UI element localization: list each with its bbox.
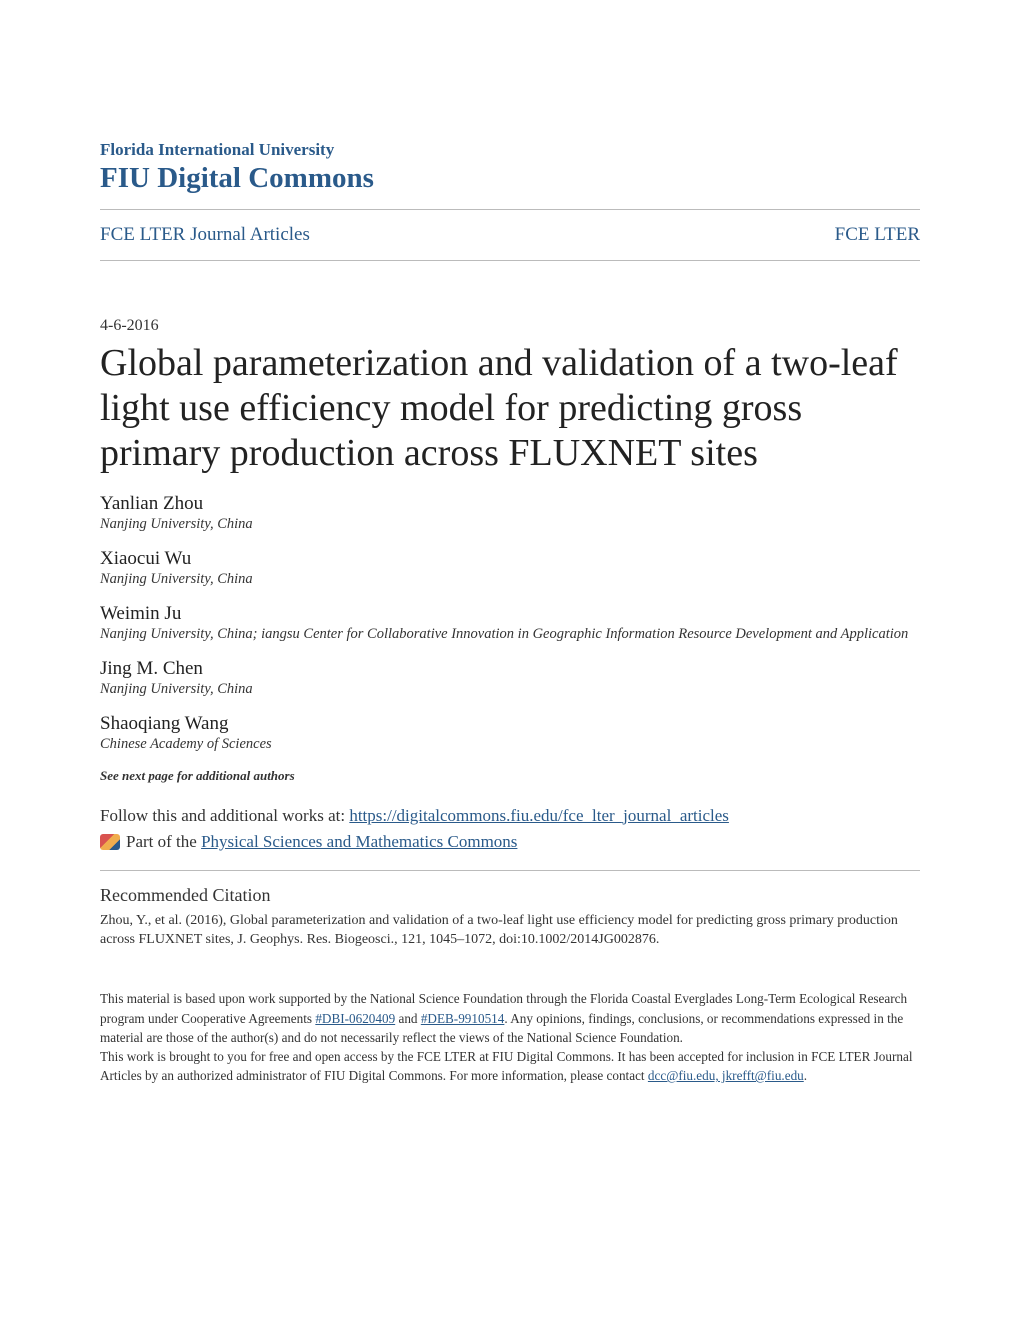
breadcrumb: FCE LTER Journal Articles FCE LTER [100,210,920,260]
article-title: Global parameterization and validation o… [100,341,920,475]
follow-works-line: Follow this and additional works at: htt… [100,806,920,826]
follow-prefix: Follow this and additional works at: [100,806,349,825]
author-block: Xiaocui Wu Nanjing University, China [100,548,920,589]
footer-disclaimer: This material is based upon work support… [100,989,920,1085]
author-name: Shaoqiang Wang [100,713,920,735]
author-affiliation: Nanjing University, China; iangsu Center… [100,625,920,644]
divider [100,870,920,871]
author-block: Shaoqiang Wang Chinese Academy of Scienc… [100,713,920,754]
repository-name: FIU Digital Commons [100,162,920,195]
footer-and: and [395,1011,421,1026]
author-affiliation: Chinese Academy of Sciences [100,735,920,754]
author-list: Yanlian Zhou Nanjing University, China X… [100,493,920,753]
footer-period: . [804,1068,807,1083]
see-next-page-note: See next page for additional authors [100,768,920,784]
author-name: Xiaocui Wu [100,548,920,570]
publication-date: 4-6-2016 [100,317,920,335]
part-of-line: Part of the Physical Sciences and Mathem… [100,832,920,852]
author-block: Jing M. Chen Nanjing University, China [100,658,920,699]
author-affiliation: Nanjing University, China [100,680,920,699]
recommended-citation-heading: Recommended Citation [100,885,920,906]
divider [100,260,920,261]
author-name: Weimin Ju [100,603,920,625]
institution-name: Florida International University [100,140,920,160]
grant-link-2[interactable]: #DEB-9910514 [421,1011,505,1026]
contact-link[interactable]: dcc@fiu.edu, jkrefft@fiu.edu [648,1068,804,1083]
network-icon [100,834,120,850]
grant-link-1[interactable]: #DBI-0620409 [315,1011,395,1026]
author-affiliation: Nanjing University, China [100,515,920,534]
author-affiliation: Nanjing University, China [100,570,920,589]
recommended-citation-body: Zhou, Y., et al. (2016), Global paramete… [100,912,920,950]
part-of-link[interactable]: Physical Sciences and Mathematics Common… [201,832,517,851]
breadcrumb-left-link[interactable]: FCE LTER Journal Articles [100,224,310,246]
author-name: Jing M. Chen [100,658,920,680]
author-block: Weimin Ju Nanjing University, China; ian… [100,603,920,644]
breadcrumb-right-link[interactable]: FCE LTER [835,224,920,246]
author-block: Yanlian Zhou Nanjing University, China [100,493,920,534]
part-of-prefix: Part of the [126,832,201,851]
author-name: Yanlian Zhou [100,493,920,515]
follow-works-link[interactable]: https://digitalcommons.fiu.edu/fce_lter_… [349,806,729,825]
